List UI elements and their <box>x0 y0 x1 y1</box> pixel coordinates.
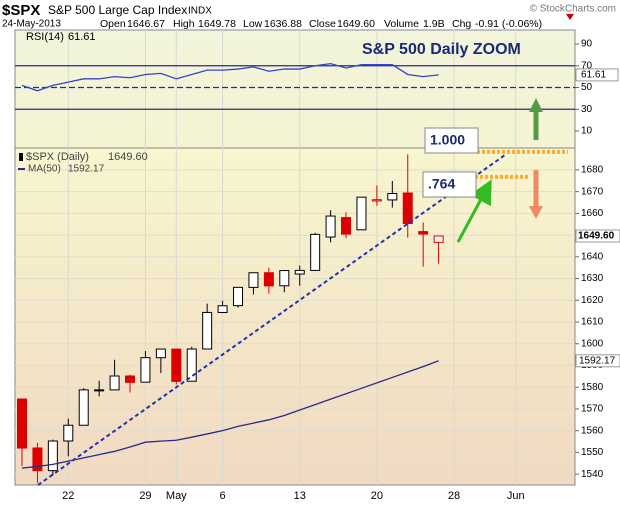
candle-body <box>17 398 27 449</box>
y-tick-label: 1670 <box>581 186 604 197</box>
fib-box <box>422 171 477 198</box>
candle-body <box>186 348 197 382</box>
candle-body <box>78 389 89 426</box>
quote-value: 1649.60 <box>337 18 375 30</box>
legend-name: $SPX (Daily) <box>26 151 89 163</box>
x-tick-label: 6 <box>220 490 226 502</box>
ma-line <box>21 360 439 469</box>
value-box <box>575 229 620 243</box>
y-tick-label: 50 <box>581 82 593 93</box>
exchange: INDX <box>188 6 212 17</box>
y-tick-label: 10 <box>581 126 593 137</box>
candle-body <box>233 286 244 307</box>
rsi-panel <box>14 29 576 149</box>
panel-title: S&P 500 Daily ZOOM <box>362 41 521 58</box>
down-icon <box>566 14 574 20</box>
candle-body <box>325 215 336 238</box>
candle-body <box>217 305 228 313</box>
candle-body <box>125 375 136 383</box>
x-tick-label: Jun <box>507 490 525 502</box>
x-tick-label: 28 <box>448 490 460 502</box>
fib-label: 1.000 <box>430 132 465 148</box>
candle-body <box>155 348 166 359</box>
quote-label: Chg <box>452 18 471 30</box>
y-tick-label: 1640 <box>581 251 604 262</box>
candle-body <box>63 424 74 442</box>
y-tick-label: 1540 <box>581 469 604 480</box>
quote-label: Open <box>100 18 126 30</box>
quote-label: High <box>173 18 195 30</box>
candle-body <box>402 192 413 225</box>
y-tick-label: 30 <box>581 104 593 115</box>
legend-name: MA(50) <box>28 164 61 175</box>
x-tick-label: 20 <box>371 490 383 502</box>
date: 24-May-2013 <box>2 19 61 30</box>
x-tick-label: 13 <box>294 490 306 502</box>
symbol: $SPX <box>2 2 40 19</box>
y-tick-label: 1630 <box>581 273 604 284</box>
trend-line <box>37 154 506 486</box>
legend-value: 1592.17 <box>68 164 105 175</box>
index-name: S&P 500 Large Cap Index <box>48 3 187 17</box>
x-tick-label: 22 <box>62 490 74 502</box>
y-tick-label: 1570 <box>581 404 604 415</box>
candle-body <box>387 192 398 201</box>
x-tick-label: May <box>166 490 187 502</box>
quote-value: 1649.78 <box>198 18 236 30</box>
candle-body <box>356 196 367 231</box>
y-tick-label: 1560 <box>581 425 604 436</box>
quote-label: Volume <box>384 18 419 30</box>
candle-body <box>433 235 444 243</box>
candle-body <box>341 217 352 235</box>
legend-value: 61.61 <box>68 31 96 43</box>
fib-label: .764 <box>428 176 455 192</box>
quote-value: 1646.67 <box>127 18 165 30</box>
quote-value: 1636.88 <box>264 18 302 30</box>
candle-body <box>140 357 151 383</box>
down-arrow-head <box>529 206 543 219</box>
green-arrow <box>456 179 492 243</box>
value-label: 1649.60 <box>578 231 615 242</box>
y-tick-label: 1600 <box>581 338 604 349</box>
value-box <box>575 68 619 82</box>
quote-label: Low <box>243 18 263 30</box>
candle-body <box>418 231 429 235</box>
candle-body <box>171 348 182 382</box>
value-label: 61.61 <box>581 70 606 81</box>
y-tick-label: 70 <box>581 60 593 71</box>
fib-box <box>424 127 479 154</box>
x-tick-label: 29 <box>139 490 151 502</box>
candle-body <box>371 199 382 202</box>
price-panel <box>14 147 576 486</box>
up-arrow-head <box>529 98 543 112</box>
rsi-line <box>21 62 439 92</box>
y-tick-label: 1580 <box>581 382 604 393</box>
candle-body <box>32 447 43 472</box>
y-tick-label: 90 <box>581 39 593 50</box>
legend-name: RSI(14) <box>26 31 64 43</box>
value-label: 1592.17 <box>579 355 616 366</box>
y-tick-label: 1610 <box>581 317 604 328</box>
candle-body <box>294 269 305 275</box>
credit: © StockCharts.com <box>530 4 616 15</box>
legend-icon <box>19 153 23 161</box>
candle-body <box>47 440 58 472</box>
candle-body <box>279 270 290 287</box>
quote-value: 1.9B <box>423 18 445 30</box>
legend-value: 1649.60 <box>108 151 148 163</box>
quote-value: -0.91 (-0.06%) <box>475 18 542 30</box>
candle-body <box>263 272 274 287</box>
candle-body <box>109 375 120 391</box>
candle-body <box>94 389 105 392</box>
quote-label: Close <box>309 18 336 30</box>
value-box <box>575 354 620 368</box>
y-tick-label: 1680 <box>581 165 604 176</box>
y-tick-label: 1620 <box>581 295 604 306</box>
y-tick-label: 1660 <box>581 208 604 219</box>
y-tick-label: 1550 <box>581 447 604 458</box>
candle-body <box>310 233 321 271</box>
candle-body <box>202 311 213 350</box>
candle-body <box>248 272 259 288</box>
